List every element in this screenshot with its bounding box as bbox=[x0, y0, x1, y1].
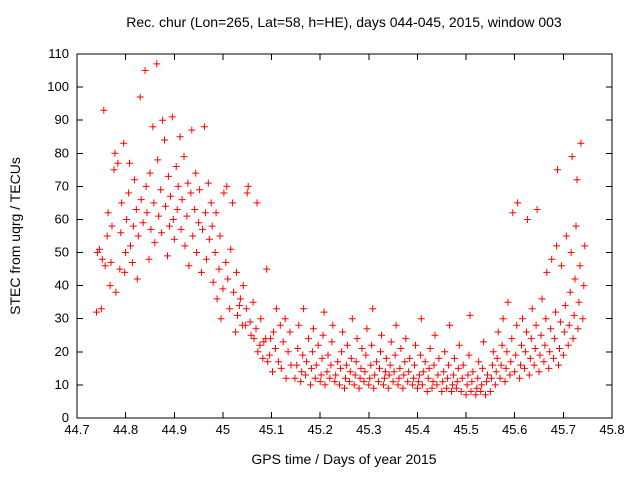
x-axis-label: GPS time / Days of year 2015 bbox=[251, 451, 436, 467]
x-tick-label: 45 bbox=[216, 422, 230, 437]
y-tick-label: 30 bbox=[55, 311, 69, 326]
x-tick-label: 45.2 bbox=[308, 422, 333, 437]
y-tick-label: 50 bbox=[55, 245, 69, 260]
y-tick-label: 0 bbox=[62, 410, 69, 425]
y-tick-label: 90 bbox=[55, 112, 69, 127]
y-axis-label: STEC from uqrg / TECUs bbox=[7, 157, 23, 315]
x-tick-label: 45.7 bbox=[551, 422, 576, 437]
x-tick-label: 45.5 bbox=[453, 422, 478, 437]
plot-border bbox=[76, 53, 613, 419]
y-tick-label: 70 bbox=[55, 178, 69, 193]
x-tick-label: 45.4 bbox=[405, 422, 430, 437]
y-tick-label: 80 bbox=[55, 145, 69, 160]
chart-title: Rec. chur (Lon=265, Lat=58, h=HE), days … bbox=[126, 14, 562, 30]
x-tick-label: 44.9 bbox=[162, 422, 187, 437]
y-tick-label: 20 bbox=[55, 344, 69, 359]
y-tick-label: 100 bbox=[47, 79, 69, 94]
axis-ticks bbox=[76, 53, 613, 419]
x-tick-label: 45.3 bbox=[356, 422, 381, 437]
x-tick-label: 45.1 bbox=[259, 422, 284, 437]
x-tick-label: 45.8 bbox=[599, 422, 624, 437]
x-tick-label: 44.7 bbox=[64, 422, 89, 437]
y-tick-label: 10 bbox=[55, 377, 69, 392]
x-tick-label: 44.8 bbox=[113, 422, 138, 437]
x-tick-label: 45.6 bbox=[502, 422, 527, 437]
y-tick-label: 40 bbox=[55, 278, 69, 293]
plot-area: 44.7 44.8 44.9 45 45.1 45.2 45.3 45.4 45.5 45.6 45… bbox=[47, 46, 624, 437]
scatter-points bbox=[93, 60, 589, 399]
y-tick-label: 60 bbox=[55, 212, 69, 227]
y-tick-label: 110 bbox=[48, 46, 69, 61]
